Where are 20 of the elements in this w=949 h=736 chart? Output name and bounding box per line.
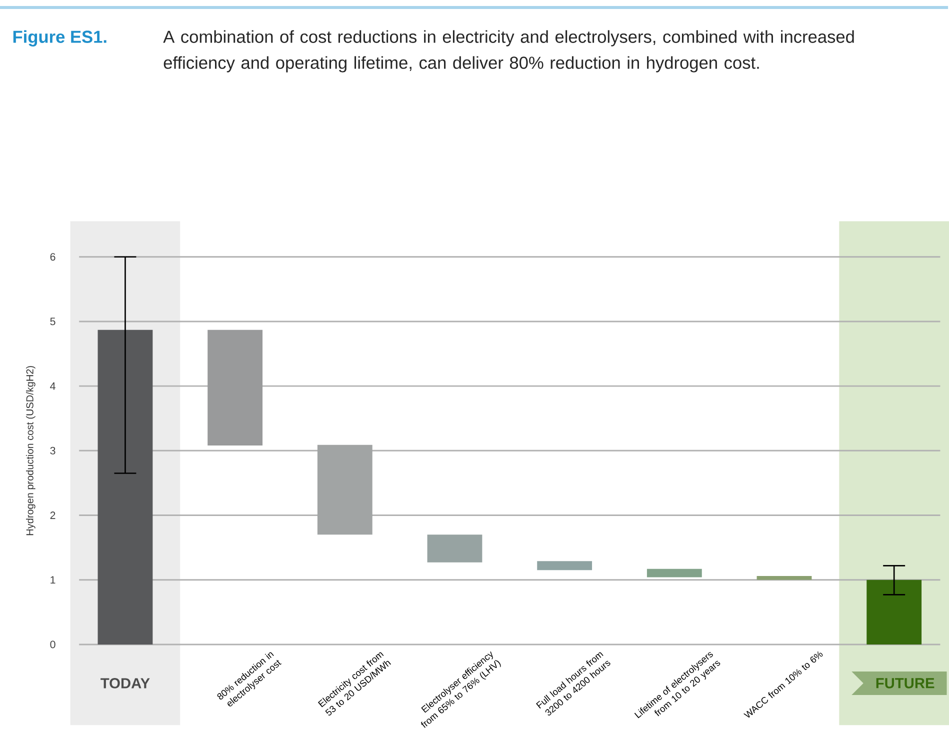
chart-subtitle: A combination of cost reductions in electricity and electrolysers, combined with increased efficiency and operating lifetime, can deliver 80% reduction in hydrogen cost. <box>163 30 854 73</box>
y-tick-label: 4 <box>50 382 56 390</box>
x-tick-label: FUTURE <box>876 678 934 689</box>
bar <box>866 580 922 645</box>
y-tick-label: 0 <box>50 640 56 648</box>
y-tick-label: 5 <box>50 318 56 326</box>
bar <box>427 534 482 563</box>
bar <box>317 445 372 535</box>
y-tick-label: 6 <box>50 253 56 261</box>
bar <box>646 569 702 578</box>
chart-title: Figure ES1. <box>13 30 106 47</box>
y-tick-label: 1 <box>50 576 56 584</box>
bar <box>208 330 263 446</box>
bar <box>537 561 592 570</box>
bar <box>756 576 812 580</box>
bar <box>98 330 153 645</box>
y-tick-label: 3 <box>50 447 56 455</box>
y-tick-label: 2 <box>50 512 56 520</box>
x-tick-label: TODAY <box>100 678 150 689</box>
y-axis-title: Hydrogen production cost (USD/kgH2) <box>26 366 36 536</box>
